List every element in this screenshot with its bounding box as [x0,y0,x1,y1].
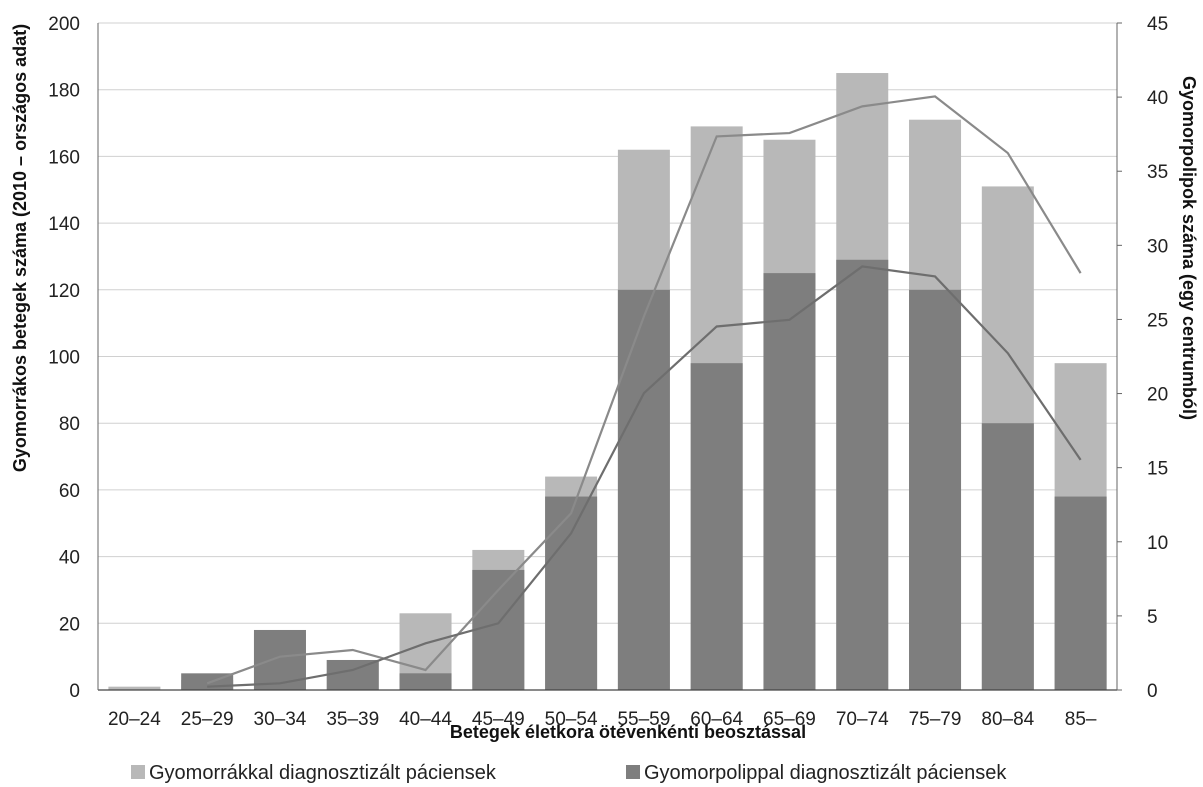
legend-swatch-polyp [626,765,640,779]
x-tick-label: 80–84 [981,709,1034,730]
bar-cancer [108,686,161,690]
legend-label-cancer: Gyomorrákkal diagnosztizált páciensek [149,762,497,784]
right-y-tick-label: 35 [1147,162,1168,183]
bar-polyp [763,273,816,690]
legend: Gyomorrákkal diagnosztizált páciensek Gy… [131,762,1007,784]
x-tick-label: 30–34 [254,709,307,730]
legend-label-polyp: Gyomorpolippal diagnosztizált páciensek [644,762,1007,784]
x-tick-label: 20–24 [108,709,161,730]
x-tick-label: 85– [1065,709,1097,730]
x-tick-label: 35–39 [326,709,379,730]
trend-lines [206,95,1082,688]
bar-polyp [545,496,598,690]
right-y-tick-label: 15 [1147,459,1168,480]
right-y-tick-label: 0 [1147,681,1158,702]
left-y-tick-label: 200 [48,14,80,35]
bar-polyp [981,423,1034,690]
right-y-tick-label: 45 [1147,14,1168,35]
trend-line-1 [206,95,1082,685]
legend-swatch-cancer [131,765,145,779]
left-y-tick-label: 180 [48,81,80,102]
right-y-tick-label: 25 [1147,310,1168,331]
left-y-tick-label: 0 [69,681,80,702]
right-y-tick-label: 30 [1147,236,1168,257]
bar-polyp [472,569,525,690]
bar-polyp [1054,496,1107,690]
x-axis-title: Betegek életkora ötévenkénti beosztással [450,722,806,742]
x-tick-label: 50–54 [545,709,598,730]
right-y-axis-title: Gyomorpolipok száma (egy centrumból) [1179,76,1199,420]
gridlines [98,22,1117,624]
left-y-tick-label: 40 [59,548,80,569]
left-y-tick-label: 160 [48,147,80,168]
x-tick-label: 40–44 [399,709,452,730]
x-tick-label: 60–64 [690,709,743,730]
bar-polyp [909,289,962,690]
x-tick-label: 25–29 [181,709,234,730]
left-y-tick-label: 60 [59,481,80,502]
bars [108,73,1107,691]
right-y-tick-label: 40 [1147,88,1168,109]
x-tick-label: 55–59 [617,709,670,730]
x-tick-label: 75–79 [909,709,962,730]
left-y-tick-label: 20 [59,614,80,635]
left-y-tick-label: 80 [59,414,80,435]
right-y-tick-label: 20 [1147,385,1168,406]
trend-line-2 [207,265,1082,688]
x-tick-label: 65–69 [763,709,816,730]
left-y-axis-title: Gyomorrákos betegek száma (2010 – ország… [10,24,30,472]
axes: 0 20 40 60 80 100 120 140 160 180 200 0 5 10 15 20 25 30 3… [48,14,1168,730]
bar-polyp [690,363,743,690]
left-y-tick-label: 100 [48,348,80,369]
bar-polyp [836,259,889,690]
right-y-tick-label: 10 [1147,533,1168,554]
x-tick-label: 45–49 [472,709,525,730]
bar-polyp [326,659,379,690]
bar-polyp [617,289,670,690]
left-y-tick-label: 140 [48,214,80,235]
bar-polyp [399,673,452,690]
left-y-tick-label: 120 [48,281,80,302]
x-tick-label: 70–74 [836,709,889,730]
right-y-tick-label: 5 [1147,607,1158,628]
